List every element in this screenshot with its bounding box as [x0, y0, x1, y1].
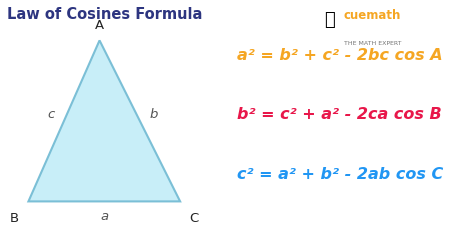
Polygon shape	[28, 41, 180, 202]
Text: c: c	[47, 108, 55, 121]
Text: C: C	[190, 211, 199, 224]
Text: cuemath: cuemath	[344, 9, 401, 22]
Text: Law of Cosines Formula: Law of Cosines Formula	[7, 7, 202, 22]
Text: c² = a² + b² - 2ab cos C: c² = a² + b² - 2ab cos C	[237, 166, 443, 182]
Text: b: b	[149, 108, 158, 121]
Text: 🚀: 🚀	[324, 11, 335, 29]
Text: a: a	[100, 209, 109, 222]
Text: B: B	[9, 211, 19, 224]
Text: a² = b² + c² - 2bc cos A: a² = b² + c² - 2bc cos A	[237, 47, 443, 63]
Text: THE MATH EXPERT: THE MATH EXPERT	[344, 41, 401, 46]
Text: b² = c² + a² - 2ca cos B: b² = c² + a² - 2ca cos B	[237, 107, 442, 122]
Text: A: A	[95, 19, 104, 32]
